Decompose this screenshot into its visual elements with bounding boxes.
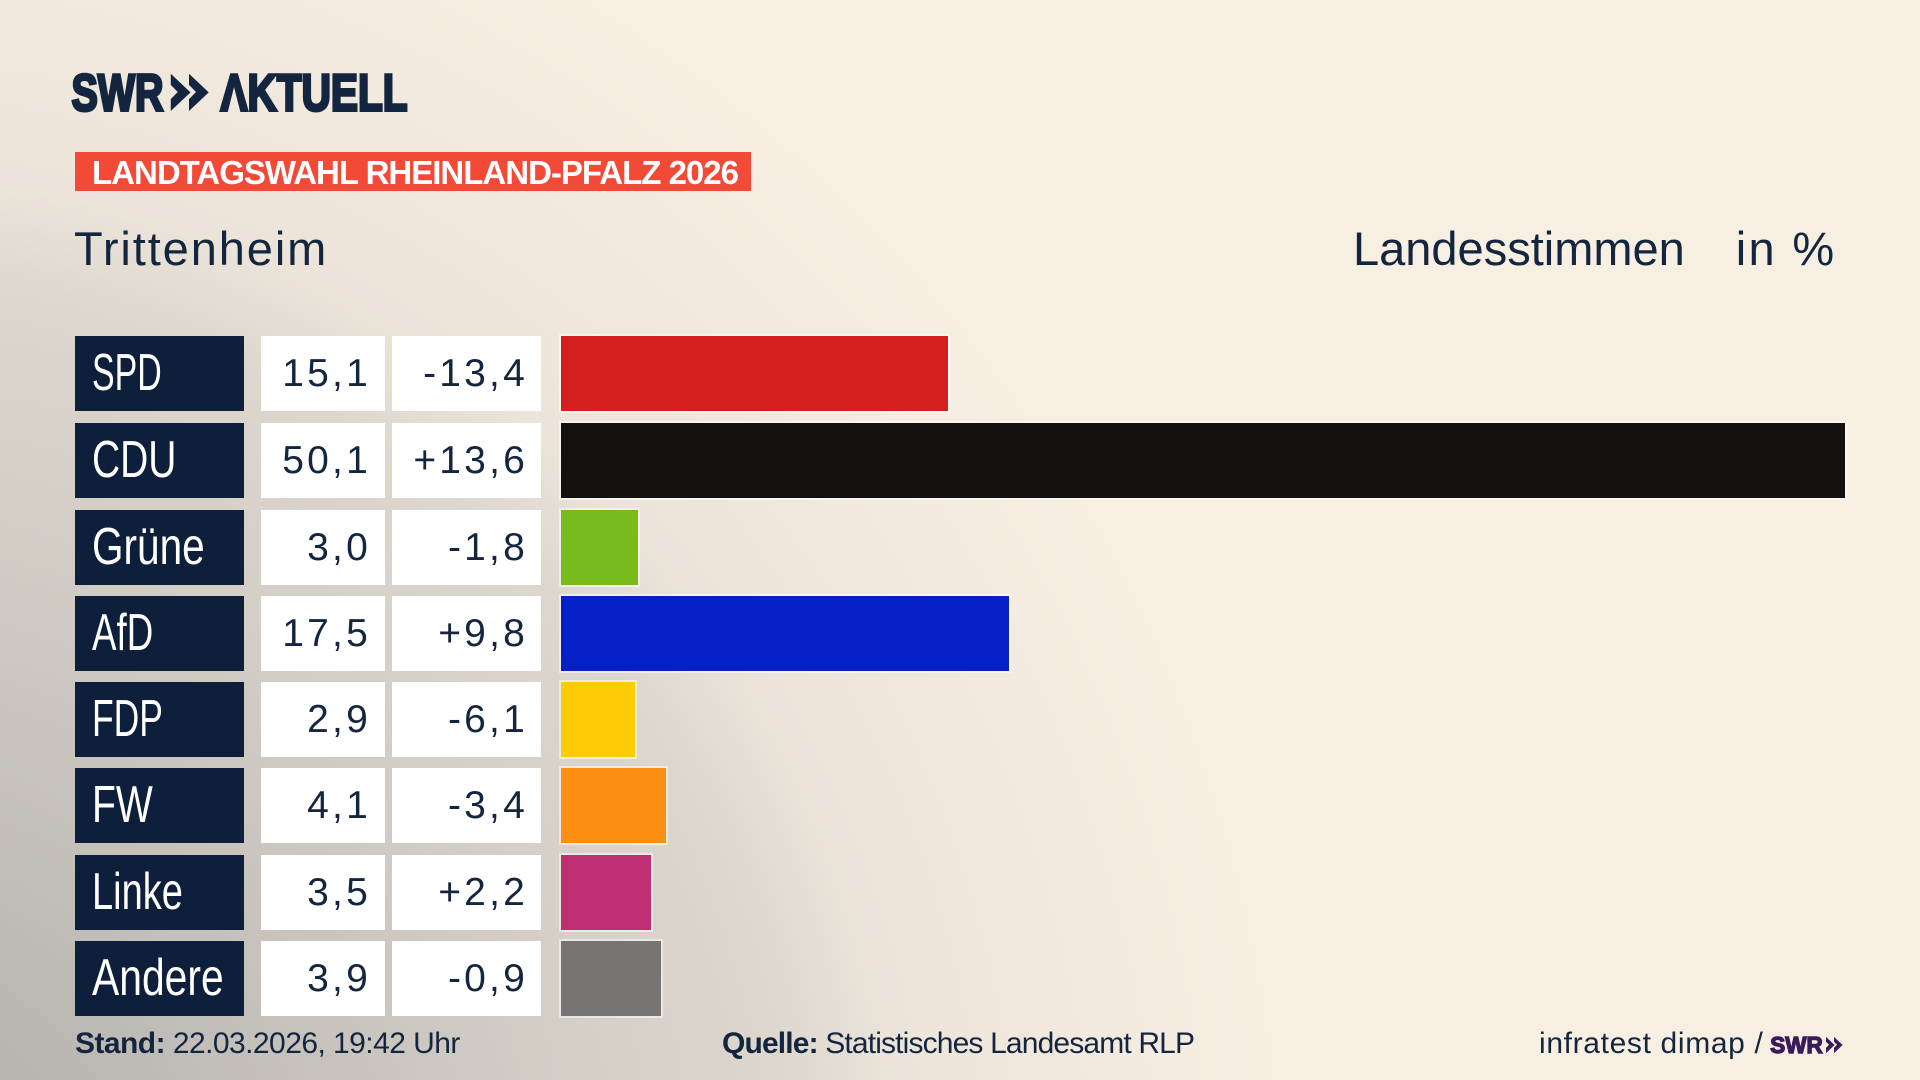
svg-text:SWR: SWR xyxy=(72,65,164,120)
svg-text:SWR: SWR xyxy=(1770,1036,1823,1054)
svg-text:ΛKTUELL: ΛKTUELL xyxy=(221,65,408,120)
